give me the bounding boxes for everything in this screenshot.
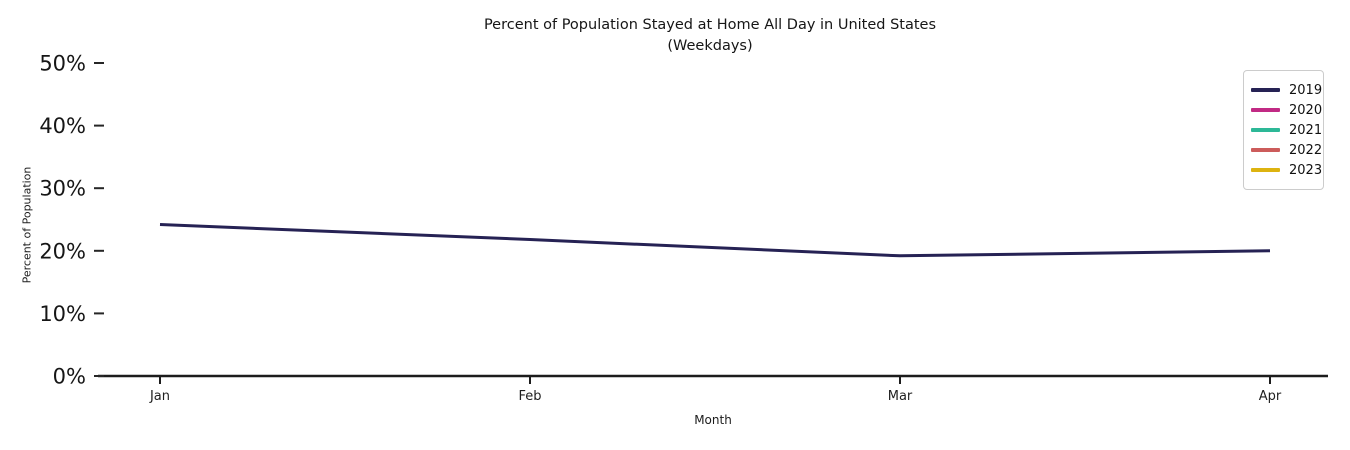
legend-swatch-2020 bbox=[1251, 108, 1280, 112]
legend: 2019 2020 2021 2022 2023 bbox=[1243, 70, 1324, 190]
legend-item-2021: 2021 bbox=[1249, 120, 1322, 140]
legend-label: 2022 bbox=[1289, 142, 1323, 158]
y-tick-label: 40% bbox=[39, 114, 86, 138]
legend-swatch-2019 bbox=[1251, 88, 1280, 92]
y-tick-label: 0% bbox=[53, 365, 86, 389]
legend-label: 2021 bbox=[1289, 122, 1323, 138]
x-axis-label: Month bbox=[694, 413, 732, 427]
legend-swatch-2022 bbox=[1251, 148, 1280, 152]
legend-item-2019: 2019 bbox=[1249, 80, 1322, 100]
legend-label: 2023 bbox=[1289, 162, 1323, 178]
x-tick-label: Feb bbox=[518, 389, 541, 404]
x-tick-label: Mar bbox=[888, 389, 913, 404]
legend-item-2020: 2020 bbox=[1249, 100, 1322, 120]
legend-item-2022: 2022 bbox=[1249, 140, 1322, 160]
legend-swatch-2023 bbox=[1251, 168, 1280, 172]
legend-item-2023: 2023 bbox=[1249, 160, 1322, 180]
y-axis-label: Percent of Population bbox=[20, 166, 34, 284]
series-line-2019 bbox=[159, 223, 1271, 258]
chart-title: Percent of Population Stayed at Home All… bbox=[484, 15, 936, 57]
chart-title-line2: (Weekdays) bbox=[667, 38, 753, 54]
legend-label: 2019 bbox=[1289, 82, 1323, 98]
legend-swatch-2021 bbox=[1251, 128, 1280, 132]
legend-label: 2020 bbox=[1289, 102, 1323, 118]
y-tick-label: 50% bbox=[39, 52, 86, 76]
y-tick-label: 10% bbox=[39, 302, 86, 326]
x-tick-label: Apr bbox=[1259, 389, 1282, 404]
x-tick-label: Jan bbox=[149, 389, 170, 404]
y-tick-label: 20% bbox=[39, 239, 86, 263]
chart-title-line1: Percent of Population Stayed at Home All… bbox=[483, 17, 937, 33]
y-tick-label: 30% bbox=[39, 177, 86, 201]
